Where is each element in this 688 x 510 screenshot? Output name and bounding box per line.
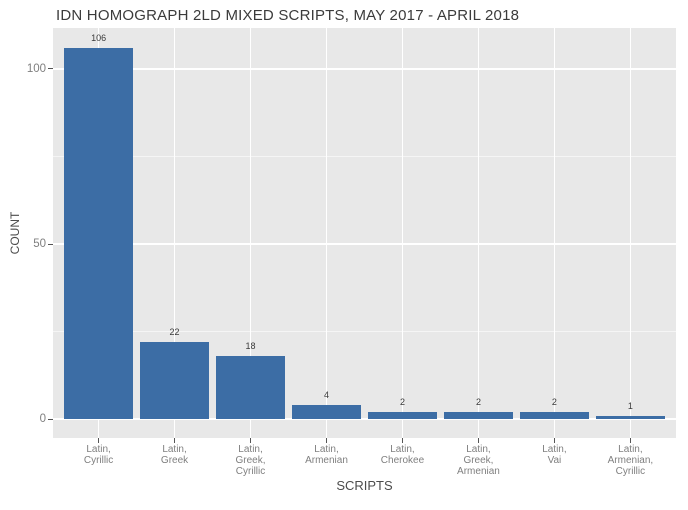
gridline-minor — [53, 155, 676, 157]
gridline-vertical — [249, 28, 252, 438]
bar — [216, 356, 285, 420]
x-tick-label: Latin, Greek — [160, 444, 189, 466]
bar — [140, 342, 209, 420]
x-tick-mark — [98, 438, 100, 443]
bar-value-label: 2 — [399, 397, 405, 408]
gridline-minor — [53, 331, 676, 333]
y-tick-mark — [48, 68, 53, 70]
gridline-vertical — [629, 28, 632, 438]
chart-title: IDN HOMOGRAPH 2LD MIXED SCRIPTS, MAY 201… — [56, 7, 520, 24]
bar-value-label: 22 — [169, 327, 180, 338]
x-axis-title: SCRIPTS — [336, 478, 393, 493]
y-tick-mark — [48, 418, 53, 420]
gridline-vertical — [401, 28, 404, 438]
x-tick-mark — [553, 438, 555, 443]
bar-value-label: 18 — [245, 341, 256, 352]
gridline-major — [53, 418, 676, 420]
x-tick-mark — [477, 438, 479, 443]
x-tick-label: Latin, Vai — [542, 444, 567, 466]
gridline-vertical — [553, 28, 556, 438]
bar-value-label: 4 — [323, 390, 329, 401]
x-tick-label: Latin, Armenian — [305, 444, 348, 466]
x-tick-label: Latin, Greek, Armenian — [457, 444, 500, 477]
x-tick-mark — [401, 438, 403, 443]
gridline-vertical — [173, 28, 176, 438]
bar-value-label: 1 — [627, 400, 633, 411]
x-tick-label: Latin, Greek, Cyrillic — [235, 444, 266, 477]
y-tick-mark — [48, 243, 53, 245]
bar-value-label: 2 — [475, 397, 481, 408]
bar-value-label: 106 — [91, 32, 107, 43]
gridline-vertical — [477, 28, 480, 438]
x-tick-mark — [629, 438, 631, 443]
x-tick-label: Latin, Cyrillic — [83, 444, 114, 466]
gridline-major — [53, 68, 676, 70]
bar — [64, 47, 133, 420]
x-tick-label: Latin, Armenian, Cyrillic — [607, 444, 654, 477]
x-tick-mark — [250, 438, 252, 443]
y-tick-label: 0 — [39, 413, 46, 426]
y-tick-label: 50 — [33, 238, 46, 251]
bar-value-label: 2 — [551, 397, 557, 408]
bar — [520, 412, 589, 420]
x-tick-mark — [326, 438, 327, 443]
bar — [368, 412, 437, 420]
x-tick-label: Latin, Cherokee — [380, 444, 425, 466]
bar — [596, 415, 665, 420]
bar — [292, 405, 361, 420]
x-tick-mark — [174, 438, 176, 443]
bar — [444, 412, 513, 420]
gridline-major — [53, 243, 676, 245]
gridline-vertical — [325, 28, 328, 438]
y-tick-label: 100 — [26, 62, 46, 75]
